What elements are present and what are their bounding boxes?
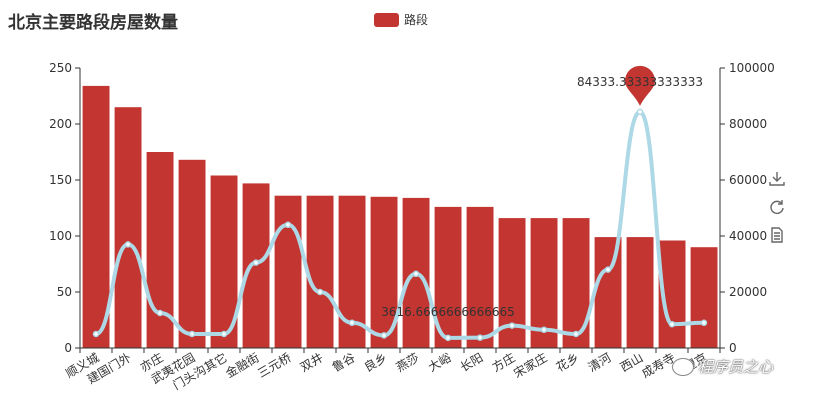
x-tick-label: 双井: [298, 350, 326, 374]
data-view-icon[interactable]: [768, 226, 786, 244]
x-tick-label: 大峪: [426, 350, 454, 374]
line-point: [284, 221, 292, 229]
line-point: [348, 319, 356, 327]
bar[interactable]: [274, 195, 302, 348]
x-tick-label: 鲁谷: [330, 350, 358, 374]
line-point: [92, 330, 100, 338]
y-left-tick-label: 100: [49, 229, 72, 243]
y-right-tick-label: 40000: [729, 229, 767, 243]
y-left-tick-label: 200: [49, 117, 72, 131]
bar[interactable]: [530, 218, 558, 348]
watermark-text: 程序员之心: [698, 358, 774, 376]
y-right-tick-label: 60000: [729, 173, 767, 187]
line-point: [636, 108, 644, 116]
line-point: [508, 322, 516, 329]
x-tick-label: 三元桥: [255, 350, 293, 380]
y-left-tick-label: 0: [64, 341, 72, 355]
toolbox: [767, 170, 787, 244]
refresh-icon[interactable]: [768, 198, 786, 216]
y-right-tick-label: 0: [729, 341, 737, 355]
x-tick-label: 宋家庄: [511, 350, 550, 381]
y-right-tick-label: 20000: [729, 285, 767, 299]
legend-swatch: [374, 12, 399, 27]
x-tick-label: 清河: [586, 350, 614, 374]
line-point: [540, 326, 548, 334]
bar[interactable]: [82, 85, 110, 349]
line-point: [188, 330, 196, 338]
bar[interactable]: [690, 247, 718, 348]
legend-label: 路段: [404, 13, 429, 27]
chart-title: 北京主要路段房屋数量: [8, 13, 178, 33]
line-point: [220, 330, 228, 338]
line-point: [700, 319, 708, 327]
line-point: [252, 259, 260, 266]
bar[interactable]: [466, 206, 494, 348]
y-right-tick-label: 80000: [729, 117, 767, 131]
line-point: [476, 334, 484, 341]
x-tick-label: 良乡: [361, 350, 389, 375]
y-left-tick-label: 150: [49, 173, 72, 187]
x-tick-label: 花乡: [553, 350, 581, 375]
y-right-tick-label: 100000: [729, 61, 775, 75]
line-point: [156, 309, 164, 317]
line-point: [604, 266, 612, 273]
y-left-tick-label: 250: [49, 61, 72, 75]
max-label: 84333.33333333333: [577, 75, 703, 89]
x-tick-label: 金融街: [223, 350, 262, 381]
x-tick-label: 燕莎: [394, 350, 422, 374]
watermark: 程序员之心: [672, 356, 773, 377]
wechat-logo-icon: [672, 357, 694, 376]
line-point: [316, 288, 324, 296]
bar[interactable]: [626, 237, 654, 348]
bar[interactable]: [114, 107, 142, 348]
line-point: [380, 332, 388, 339]
line-point: [572, 330, 580, 338]
line-point: [668, 320, 676, 328]
line-point: [444, 334, 452, 342]
annotations-group: 84333.33333333333 3616.6666666666665: [381, 65, 703, 319]
bar[interactable]: [306, 195, 334, 348]
x-tick-label: 长阳: [458, 350, 486, 374]
download-icon[interactable]: [768, 170, 786, 188]
line-group: [92, 108, 708, 342]
max-pin-marker: [625, 65, 655, 106]
legend-item[interactable]: 路段: [374, 11, 428, 28]
bar[interactable]: [178, 159, 206, 348]
y-left-tick-label: 50: [57, 285, 72, 299]
line-point: [124, 241, 132, 248]
min-label: 3616.6666666666665: [381, 305, 515, 319]
line-point: [412, 270, 420, 278]
